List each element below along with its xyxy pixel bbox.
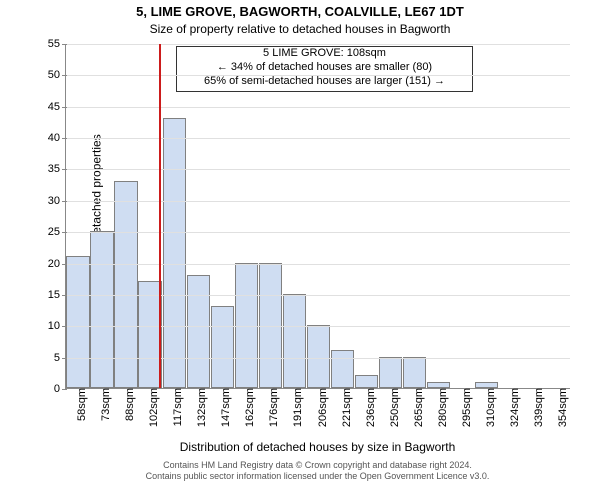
y-tick: 45 xyxy=(48,101,66,113)
histogram-bar xyxy=(331,350,355,388)
histogram-bar xyxy=(259,263,283,388)
x-tick: 324sqm xyxy=(501,388,521,427)
histogram-bar xyxy=(90,231,114,388)
x-tick: 310sqm xyxy=(477,388,497,427)
callout-line-3: 65% of semi-detached houses are larger (… xyxy=(177,75,472,89)
gridline-h xyxy=(66,264,570,265)
x-tick: 73sqm xyxy=(92,388,112,421)
callout-line-2: ← 34% of detached houses are smaller (80… xyxy=(177,61,472,75)
histogram-bar xyxy=(187,275,211,388)
histogram-bar xyxy=(379,357,403,388)
x-tick: 88sqm xyxy=(116,388,136,421)
chart-container: { "title": "5, LIME GROVE, BAGWORTH, COA… xyxy=(0,0,600,500)
x-tick: 162sqm xyxy=(236,388,256,427)
histogram-bar xyxy=(163,118,187,388)
chart-title: 5, LIME GROVE, BAGWORTH, COALVILLE, LE67… xyxy=(0,4,600,19)
x-tick: 295sqm xyxy=(453,388,473,427)
x-axis-label: Distribution of detached houses by size … xyxy=(65,440,570,454)
chart-subtitle: Size of property relative to detached ho… xyxy=(0,22,600,36)
gridline-h xyxy=(66,138,570,139)
x-tick: 102sqm xyxy=(140,388,160,427)
attribution-text: Contains HM Land Registry data © Crown c… xyxy=(65,460,570,483)
x-tick: 191sqm xyxy=(284,388,304,427)
x-tick: 132sqm xyxy=(188,388,208,427)
x-tick: 236sqm xyxy=(357,388,377,427)
gridline-h xyxy=(66,358,570,359)
x-tick: 354sqm xyxy=(549,388,569,427)
y-tick: 10 xyxy=(48,320,66,332)
bars-layer xyxy=(66,44,570,388)
marker-vertical-line xyxy=(159,44,161,388)
x-tick: 250sqm xyxy=(381,388,401,427)
x-tick: 117sqm xyxy=(164,388,184,426)
histogram-bar xyxy=(211,306,235,388)
attribution-line-2: Contains public sector information licen… xyxy=(65,471,570,482)
gridline-h xyxy=(66,295,570,296)
y-tick: 55 xyxy=(48,38,66,50)
histogram-bar xyxy=(235,263,259,388)
callout-box: 5 LIME GROVE: 108sqm ← 34% of detached h… xyxy=(176,46,473,92)
x-tick: 265sqm xyxy=(405,388,425,427)
gridline-h xyxy=(66,107,570,108)
y-tick: 35 xyxy=(48,163,66,175)
histogram-bar xyxy=(283,294,307,388)
histogram-bar xyxy=(66,256,90,388)
y-tick: 40 xyxy=(48,132,66,144)
x-tick: 339sqm xyxy=(525,388,545,427)
y-tick: 30 xyxy=(48,195,66,207)
gridline-h xyxy=(66,75,570,76)
x-tick: 58sqm xyxy=(68,388,88,421)
x-tick: 280sqm xyxy=(429,388,449,427)
x-tick: 206sqm xyxy=(309,388,329,427)
gridline-h xyxy=(66,326,570,327)
y-tick: 25 xyxy=(48,226,66,238)
x-tick: 176sqm xyxy=(260,388,280,427)
attribution-line-1: Contains HM Land Registry data © Crown c… xyxy=(65,460,570,471)
y-tick: 5 xyxy=(54,352,66,364)
histogram-bar xyxy=(403,357,427,388)
y-tick: 15 xyxy=(48,289,66,301)
y-tick: 50 xyxy=(48,69,66,81)
x-tick: 221sqm xyxy=(333,388,353,427)
plot-area: 5 LIME GROVE: 108sqm ← 34% of detached h… xyxy=(65,44,570,389)
gridline-h xyxy=(66,169,570,170)
gridline-h xyxy=(66,232,570,233)
histogram-bar xyxy=(355,375,379,388)
y-tick: 0 xyxy=(54,383,66,395)
callout-line-1: 5 LIME GROVE: 108sqm xyxy=(177,47,472,61)
gridline-h xyxy=(66,201,570,202)
y-tick: 20 xyxy=(48,258,66,270)
gridline-h xyxy=(66,44,570,45)
x-tick: 147sqm xyxy=(212,388,232,427)
